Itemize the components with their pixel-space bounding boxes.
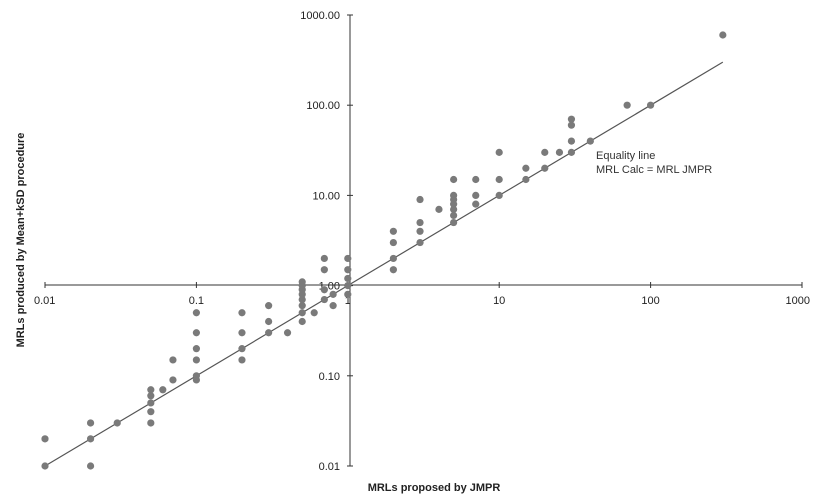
data-point bbox=[192, 309, 200, 317]
data-point bbox=[265, 317, 273, 326]
data-point bbox=[389, 238, 397, 247]
data-point bbox=[298, 295, 306, 304]
y-tick-label: 0.01 bbox=[319, 461, 340, 473]
data-point bbox=[298, 317, 306, 326]
data-point bbox=[416, 218, 424, 227]
data-point bbox=[147, 392, 155, 400]
data-point bbox=[238, 345, 246, 353]
data-point bbox=[450, 211, 458, 220]
data-point bbox=[450, 205, 458, 213]
data-point bbox=[567, 115, 576, 123]
data-point bbox=[265, 329, 273, 337]
axes bbox=[44, 14, 803, 467]
x-tick-label: 0.01 bbox=[34, 295, 55, 307]
x-tick-label: 0.1 bbox=[189, 295, 204, 307]
data-point bbox=[495, 175, 503, 184]
data-point bbox=[147, 408, 155, 416]
data-point bbox=[86, 419, 95, 427]
data-point bbox=[329, 302, 337, 310]
data-point bbox=[522, 164, 530, 172]
data-point bbox=[310, 309, 318, 317]
data-point bbox=[435, 205, 443, 213]
x-tick-label: 1000 bbox=[786, 295, 810, 307]
data-point bbox=[41, 462, 49, 470]
data-point bbox=[344, 282, 352, 290]
data-point bbox=[567, 137, 576, 145]
y-axis-title: MRLs produced by Mean+kSD procedure bbox=[15, 133, 27, 348]
data-point bbox=[586, 137, 594, 145]
x-axis-title: MRLs proposed by JMPR bbox=[368, 482, 501, 494]
data-point bbox=[472, 175, 480, 184]
data-points bbox=[41, 31, 727, 470]
x-tick-label: 1 bbox=[345, 295, 351, 307]
x-tick-label: 100 bbox=[641, 295, 659, 307]
data-point bbox=[389, 266, 397, 274]
data-point bbox=[298, 309, 306, 317]
y-tick-label: 100.00 bbox=[306, 100, 340, 112]
data-point bbox=[495, 148, 503, 156]
data-point bbox=[298, 302, 306, 310]
data-point bbox=[320, 266, 328, 274]
data-point bbox=[541, 164, 549, 172]
data-point bbox=[416, 238, 424, 247]
data-point bbox=[147, 386, 155, 394]
data-point bbox=[555, 148, 564, 156]
data-point bbox=[623, 101, 631, 109]
data-point bbox=[283, 329, 292, 337]
equality-line-label: Equality line bbox=[596, 150, 655, 162]
data-point bbox=[147, 419, 155, 427]
data-point bbox=[719, 31, 727, 39]
data-point bbox=[522, 175, 530, 184]
data-point bbox=[541, 148, 549, 156]
data-point bbox=[238, 329, 246, 337]
data-point bbox=[192, 356, 200, 364]
data-point bbox=[344, 274, 352, 283]
data-point bbox=[320, 254, 328, 263]
data-point bbox=[495, 191, 503, 199]
data-point bbox=[41, 435, 49, 443]
data-point bbox=[416, 195, 424, 204]
data-point bbox=[567, 121, 576, 129]
data-point bbox=[265, 302, 273, 310]
y-tick-label: 10.00 bbox=[312, 190, 340, 202]
data-point bbox=[647, 101, 655, 109]
data-point bbox=[159, 386, 167, 394]
data-point bbox=[192, 329, 200, 337]
data-point bbox=[450, 191, 458, 199]
data-point bbox=[472, 200, 480, 208]
data-point bbox=[320, 286, 328, 294]
data-point bbox=[192, 345, 200, 353]
data-point bbox=[192, 372, 200, 380]
data-point bbox=[472, 191, 480, 199]
data-point bbox=[169, 356, 177, 364]
x-tick-label: 10 bbox=[493, 295, 505, 307]
data-point bbox=[86, 462, 95, 470]
data-point bbox=[344, 254, 352, 263]
tick-labels: 0.01 0.1 1 10 100 10000.010.101.0010.00100.00… bbox=[34, 10, 810, 473]
equality-line-formula: MRL Calc = MRL JMPR bbox=[596, 164, 712, 176]
data-point bbox=[416, 227, 424, 235]
data-point bbox=[567, 148, 576, 156]
data-point bbox=[298, 278, 306, 286]
data-point bbox=[320, 295, 328, 304]
data-point bbox=[344, 290, 352, 298]
data-point bbox=[86, 435, 95, 443]
data-point bbox=[450, 175, 458, 184]
data-point bbox=[147, 399, 155, 407]
equality-line bbox=[44, 61, 724, 467]
y-tick-label: 0.10 bbox=[319, 371, 340, 383]
y-tick-label: 1000.00 bbox=[300, 10, 340, 22]
data-point bbox=[450, 218, 458, 227]
data-point bbox=[238, 356, 246, 364]
data-point bbox=[238, 309, 246, 317]
data-point bbox=[344, 266, 352, 274]
data-point bbox=[389, 227, 397, 235]
data-point bbox=[113, 419, 121, 427]
data-point bbox=[389, 254, 397, 263]
data-point bbox=[329, 290, 337, 298]
data-point bbox=[169, 376, 177, 384]
